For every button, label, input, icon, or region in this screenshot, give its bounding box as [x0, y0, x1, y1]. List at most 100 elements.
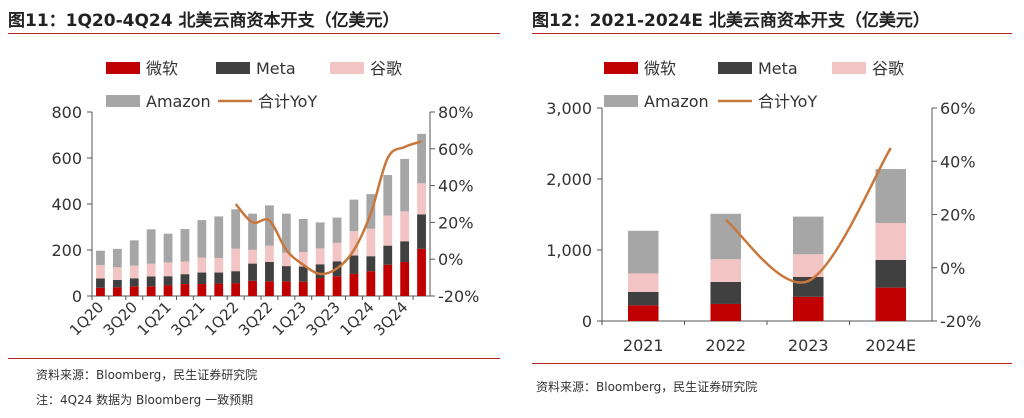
bar-segment — [146, 229, 156, 264]
x-tick-label: 2021 — [623, 336, 664, 355]
bar-segment — [281, 213, 291, 253]
y-tick-label: 200 — [51, 241, 82, 260]
x-tick-label: 1Q21 — [134, 298, 175, 339]
bar-segment — [248, 263, 257, 281]
title-divider — [532, 33, 1012, 34]
bar-segment — [96, 287, 105, 296]
chart-panel-right: 图12：2021-2024E 北美云商资本开支（亿美元） 微软 Meta 谷歌 Ama… — [524, 0, 1024, 418]
y2-tick-label: -20% — [438, 287, 479, 306]
bar-segment — [163, 262, 173, 277]
y2-tick-label: 40% — [438, 177, 474, 196]
bar-segment — [400, 158, 410, 212]
bar-segment — [366, 271, 376, 296]
legend-swatch — [718, 62, 752, 74]
x-tick-label: 2023 — [788, 336, 829, 355]
legend-label: Meta — [256, 59, 296, 78]
legend-swatch — [832, 62, 866, 74]
bar-segment — [281, 281, 291, 296]
bar-segment — [627, 291, 659, 306]
bar-segment — [298, 252, 308, 267]
legend-label: 谷歌 — [872, 59, 904, 78]
chart-panel-left: 图11：1Q20-4Q24 北美云商资本开支（亿美元） 微软 Meta 谷歌 Amaz… — [8, 11, 500, 407]
y-tick-label: 2,000 — [546, 170, 592, 189]
x-tick-label: 1Q24 — [336, 298, 377, 339]
x-tick-label: 3Q21 — [167, 298, 208, 339]
bar-segment — [383, 175, 393, 216]
bar-segment — [875, 259, 907, 288]
bar-segment — [417, 183, 426, 215]
bar-segment — [197, 257, 207, 273]
y-tick-label: 0 — [582, 312, 592, 331]
y2-tick-label: 40% — [940, 152, 976, 171]
bar-segment — [248, 280, 257, 296]
bar-segment — [627, 230, 659, 274]
y2-tick-label: 0% — [438, 250, 463, 269]
bar-segment — [214, 216, 224, 259]
y2-tick-label: -20% — [940, 312, 981, 331]
footer-divider — [532, 363, 1012, 364]
legend-label: Meta — [758, 59, 798, 78]
legend-label: 合计YoY — [758, 92, 817, 111]
bar-segment — [180, 274, 190, 285]
bar-segment — [400, 241, 410, 262]
x-tick-label: 3Q24 — [370, 298, 411, 339]
bar-segment — [146, 263, 156, 277]
bar-segment — [383, 264, 393, 296]
bar-segment — [315, 264, 325, 279]
legend-swatch — [106, 62, 140, 74]
bar-segment — [349, 231, 359, 256]
y2-tick-label: 0% — [940, 259, 965, 278]
bar-segment — [146, 286, 156, 296]
x-tick-label: 2022 — [705, 336, 746, 355]
bar-segment — [315, 248, 325, 265]
x-tick-label: 3Q22 — [235, 298, 276, 339]
legend-swatch — [216, 62, 250, 74]
bar-segment — [231, 209, 241, 249]
y-tick-label: 1,000 — [546, 241, 592, 260]
bar-segment — [875, 223, 907, 260]
bar-segment — [298, 218, 308, 253]
x-tick-label: 3Q20 — [100, 298, 141, 339]
y2-tick-label: 60% — [940, 99, 976, 118]
source-note: 资料来源：Bloomberg，民生证券研究院 — [536, 380, 758, 394]
chart-title: 图11：1Q20-4Q24 北美云商资本开支（亿美元） — [8, 11, 400, 31]
bar-segment — [180, 229, 190, 262]
bar-segment — [265, 261, 274, 282]
bar-segment — [112, 267, 122, 280]
legend-label: Amazon — [146, 92, 211, 111]
bar-segment — [248, 249, 257, 264]
bar-segment — [180, 284, 190, 296]
yoy-line — [724, 147, 892, 284]
bar-segment — [332, 276, 342, 296]
bar-segment — [96, 265, 105, 279]
bar-segment — [129, 240, 139, 266]
chart-svg-right: 微软 Meta 谷歌 Amazon 合计YoY 0 1,000 2,000 3,000 -20% 0… — [546, 59, 981, 355]
y2-tick-label: 60% — [438, 140, 474, 159]
legend-label: 谷歌 — [370, 59, 402, 78]
bar-segment — [214, 272, 224, 284]
bar-segment — [265, 281, 274, 296]
bar-segment — [792, 216, 824, 255]
y-tick-label: 800 — [51, 103, 82, 122]
bar-segment — [214, 283, 224, 296]
bar-segment — [96, 250, 105, 266]
y2-tick-label: 20% — [940, 206, 976, 225]
bar-segment — [366, 228, 376, 257]
chart-title: 图12：2021-2024E 北美云商资本开支（亿美元） — [532, 11, 930, 31]
bar-segment — [710, 303, 742, 321]
bar-segment — [875, 169, 907, 224]
x-tick-label: 2024E — [865, 336, 916, 355]
bar-segment — [214, 258, 224, 273]
bar-segment — [129, 286, 139, 296]
legend-swatch — [604, 95, 638, 107]
bar-segment — [180, 261, 190, 275]
bar-segment — [349, 273, 359, 296]
bar-segment — [96, 278, 105, 288]
bar-segment — [129, 278, 139, 287]
bar-segment — [146, 276, 156, 287]
bar-segment — [332, 242, 342, 262]
legend-label: 微软 — [146, 59, 178, 78]
bar-segment — [627, 273, 659, 292]
legend-swatch — [604, 62, 638, 74]
bar-segment — [315, 278, 325, 296]
